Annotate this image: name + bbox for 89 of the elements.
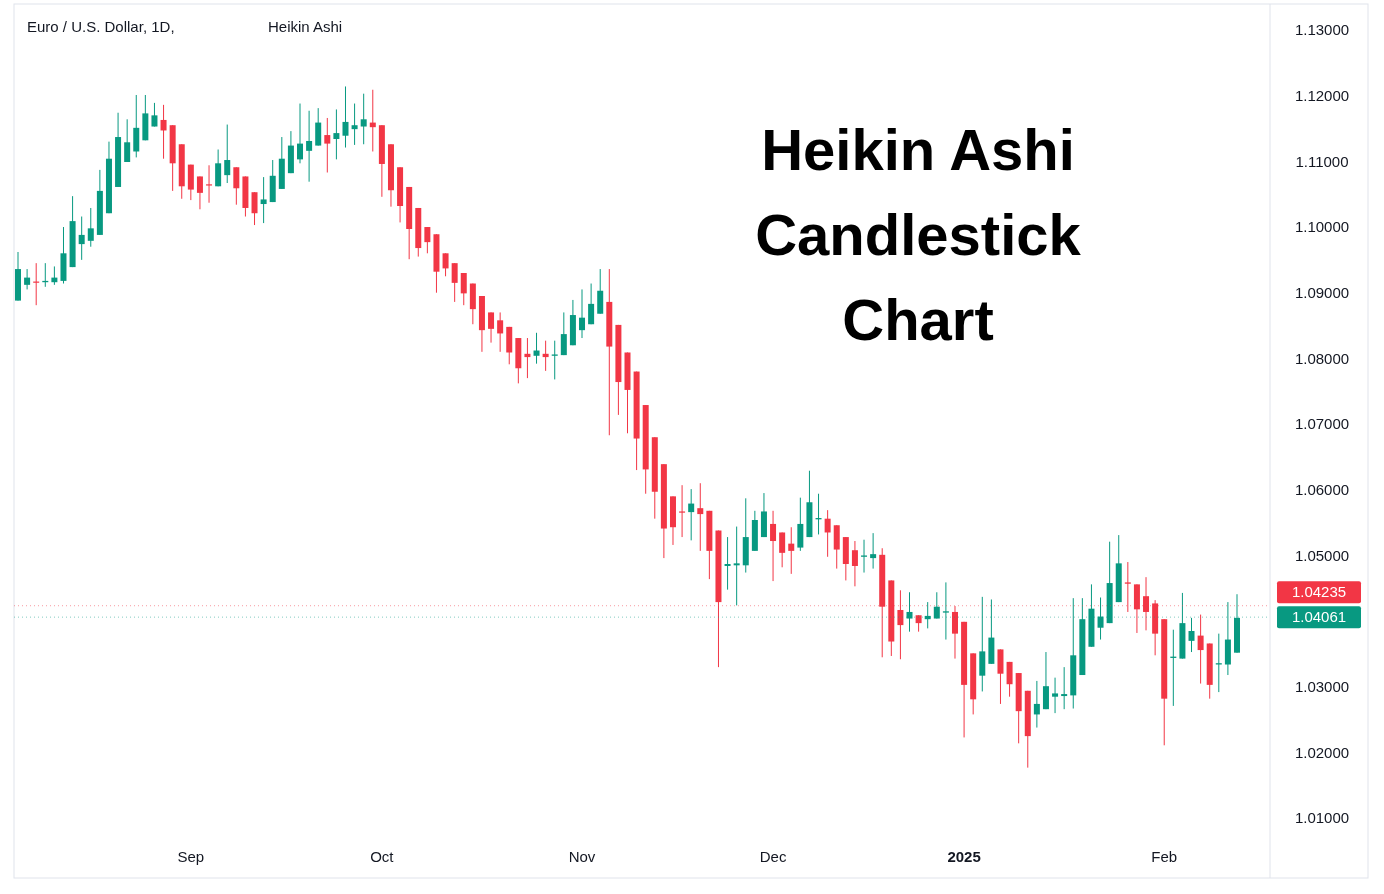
candlestick [224,124,231,184]
candlestick [215,149,222,187]
candlestick [1143,576,1150,631]
candlestick [1033,680,1040,729]
candlestick [733,526,740,606]
candlestick [1188,617,1195,653]
candlestick [679,484,686,538]
candlestick [488,311,495,344]
candlestick [451,262,458,303]
y-tick-label: 1.11000 [1295,152,1349,170]
candlestick [87,207,94,248]
candlestick [1215,633,1222,693]
candlestick [306,110,313,183]
candlestick [770,510,777,582]
text: Heikin Ashi Candlestick Chart [755,117,1082,353]
candlestick [942,581,949,641]
ref-line-label: 1.04235 [1291,583,1347,601]
candlestick [1006,661,1013,698]
candlestick [924,601,931,629]
candlestick [906,591,913,633]
x-tick-label: Dec [759,848,787,866]
y-tick-label: 1.12000 [1294,86,1350,104]
candlestick [206,164,213,204]
candlestick [196,175,203,210]
candlestick [351,103,358,146]
y-tick-label: 1.07000 [1294,415,1350,433]
candlestick [797,497,804,552]
candlestick [360,93,367,145]
candlestick [951,605,958,660]
text: Euro / U.S. Dollar, 1D, [27,18,175,36]
candlestick [1197,614,1204,685]
x-tick-label: Sep [177,848,205,866]
candlestick [124,118,131,163]
candlestick [460,272,467,306]
candlestick [542,340,549,372]
x-tick-label: Oct [370,848,395,866]
candlestick [579,288,586,339]
x-tick-label: Feb [1151,848,1178,866]
candlestick [788,526,795,575]
x-tick-label: 2025 [947,848,981,866]
candlestick [1042,651,1049,710]
candlestick [78,216,85,261]
candlestick [824,509,831,558]
y-tick-label: 1.10000 [1294,218,1350,236]
candlestick [524,337,531,379]
y-tick-label: 1.13000 [1294,21,1350,39]
candlestick [151,102,158,128]
candlestick [1061,666,1068,710]
candlestick [870,532,877,570]
candlestick [897,589,904,660]
candlestick [697,482,704,552]
candlestick [342,85,349,149]
candlestick [1124,561,1131,613]
candlestick [1052,677,1059,714]
candlestick [497,311,504,353]
y-tick-label: 1.06000 [1294,481,1350,499]
candlestick [160,104,167,160]
candlestick [324,117,331,174]
candlestick [597,268,604,315]
candlestick [551,340,558,380]
y-tick-label: 1.03000 [1294,678,1350,696]
y-tick-label: 1.01000 [1294,809,1350,827]
candlestick [933,591,940,620]
candlestick [297,103,304,164]
candlestick [533,332,540,365]
candlestick [1097,597,1104,641]
candlestick [861,539,868,574]
annotation: Heikin Ashi [268,18,343,36]
candlestick [333,108,340,160]
candlestick [24,268,31,290]
candlestick [560,311,567,356]
candlestick [315,107,322,147]
y-tick-label: 1.05000 [1294,546,1350,564]
candlestick [724,536,731,591]
y-tick-label: 1.09000 [1294,283,1350,301]
ref-line-label: 1.04061 [1291,608,1347,626]
candlestick [588,283,595,325]
y-tick-label: 1.02000 [1294,743,1350,761]
candlestick [424,226,431,254]
candlestick [851,540,858,587]
candlestick [779,531,786,568]
candlestick [260,176,267,224]
candlestick [442,252,449,277]
candlestick [133,94,140,158]
candlestick [688,488,695,541]
candlestick [233,166,240,206]
x-tick-label: Nov [568,848,596,866]
candlestick [251,191,258,226]
y-tick-label: 1.08000 [1294,349,1350,367]
